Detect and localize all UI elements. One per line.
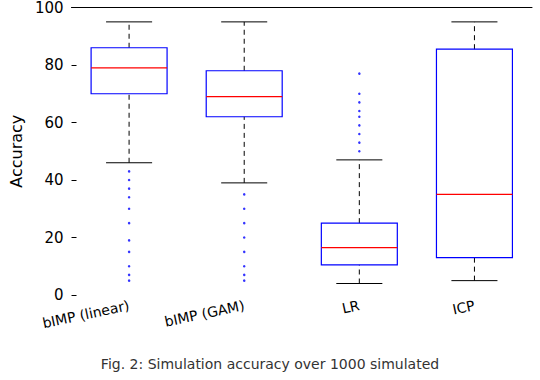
svg-text:60: 60 [44, 114, 63, 132]
svg-text:80: 80 [44, 56, 63, 74]
svg-text:bIMP (GAM): bIMP (GAM) [163, 297, 246, 330]
svg-text:LR: LR [341, 297, 362, 316]
svg-text:20: 20 [44, 229, 63, 247]
svg-text:bIMP (linear): bIMP (linear) [41, 297, 131, 331]
svg-text:Accuracy: Accuracy [7, 115, 26, 188]
svg-text:Fig. 2: Simulation accuracy ov: Fig. 2: Simulation accuracy over 1000 si… [101, 356, 439, 372]
svg-text:ICP: ICP [451, 297, 476, 317]
svg-text:0: 0 [54, 286, 64, 304]
svg-text:100: 100 [35, 0, 64, 17]
svg-text:40: 40 [44, 171, 63, 189]
